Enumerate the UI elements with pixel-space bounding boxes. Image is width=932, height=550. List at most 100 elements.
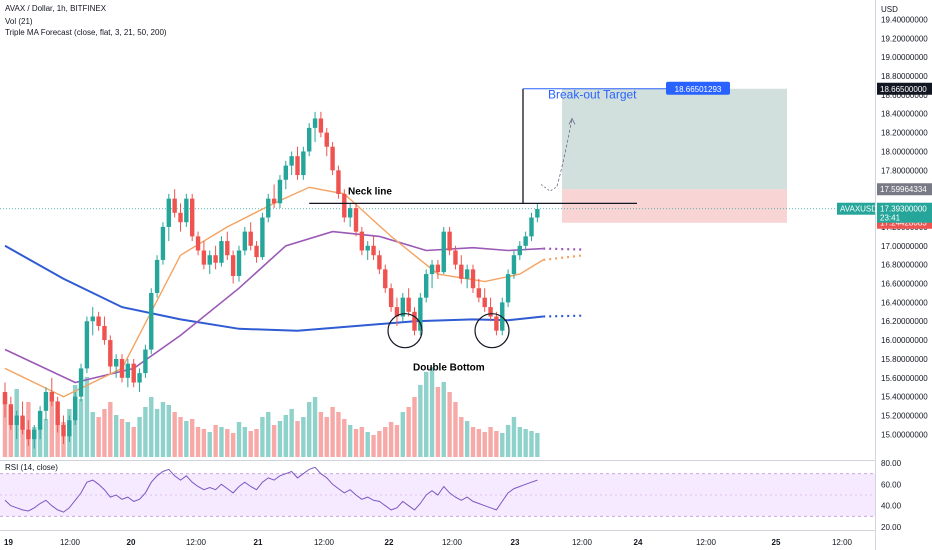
price-axis-tick: 16.00000000 [881,336,928,345]
price-tag-target-bg [877,82,932,95]
volume-bar [96,417,101,457]
candle-body [266,198,271,218]
volume-bar [347,425,353,457]
volume-bar [441,382,446,457]
volume-bar [20,417,25,457]
candle-body [336,170,341,194]
volume-bar [476,429,482,457]
volume-bar [388,422,394,457]
time-axis-tick: 12:00 [696,538,717,547]
price-axis-tick: 17.00000000 [881,242,928,251]
price-axis-tick: 15.00000000 [881,430,928,439]
neckline-label: Neck line [348,186,392,197]
volume-bar [108,402,113,457]
volume-bar [213,425,218,457]
volume-bar [301,417,306,457]
volume-bar [459,417,464,457]
candle-body [406,297,411,312]
volume-bar [383,427,388,457]
candle-body [248,231,253,246]
price-axis-currency: USD [881,5,898,14]
candle-body [388,288,394,308]
price-axis-tick: 15.80000000 [881,355,928,364]
time-axis-tick: 20 [127,538,136,547]
candle-body [14,415,19,425]
candle-body [301,151,306,176]
candle-body [90,316,95,322]
time-axis-tick: 19 [4,538,13,547]
pane-separator [0,460,875,461]
candle-body [283,165,288,180]
candle-body [61,424,66,437]
volume-bar [517,427,522,457]
volume-bar [447,392,452,457]
time-axis-tick: 23 [511,538,520,547]
price-axis-tick: 19.40000000 [881,15,928,24]
volume-bar [143,407,148,457]
ma-slow-forecast [543,314,585,318]
candle-body [178,212,183,223]
candle-body [236,250,242,276]
time-axis-tick: 22 [385,538,394,547]
candle-body [494,316,499,331]
volume-bar [359,427,365,457]
candle-body [453,250,458,265]
breakout-target-label: Break-out Target [548,88,637,102]
volume-bar [149,397,154,457]
volume-bar [312,397,318,457]
candle-body [277,179,283,204]
candle-body [108,340,113,367]
volume-bar [201,429,207,457]
volume-bar [119,419,125,457]
candle-body [131,363,136,383]
candle-body [394,307,400,317]
volume-indicator-label: Vol (21) [5,17,33,26]
volume-bar [160,402,166,457]
candle-body [307,127,312,152]
candle-body [482,297,487,308]
price-tag-stop: 17.24428083 [880,219,927,228]
volume-bar [353,429,359,457]
rsi-axis-tick: 60.00 [881,480,902,489]
candle-body [78,368,84,397]
candle-body [435,264,441,273]
time-axis-tick: 12:00 [832,538,853,547]
candle-body [312,118,318,128]
price-axis-tick: 18.00000000 [881,147,928,156]
symbol-tag: AVAXUSD [840,205,877,214]
candle-body [511,255,517,275]
candle-body [505,274,511,303]
candle-body [324,132,329,147]
candle-body [219,241,224,263]
time-axis-tick: 12:00 [60,538,81,547]
candle-body [295,156,300,176]
candle-body [517,245,522,256]
volume-bar [470,427,476,457]
price-axis-tick: 18.20000000 [881,129,928,138]
candle-body [37,410,43,430]
volume-bar [113,415,119,457]
price-tag-upper: 17.59964334 [880,185,927,194]
price-axis-tick: 16.40000000 [881,298,928,307]
stop-zone [562,189,787,223]
price-tag-upper-bg [877,183,932,196]
ma-mid-forecast [543,247,585,251]
candle-body [160,226,166,260]
candle-body [213,255,218,263]
volume-bar [184,421,189,457]
volume-bar [412,397,417,457]
candle-body [184,198,189,223]
volume-bar [277,421,283,457]
candle-body [172,198,177,213]
price-tag-target: 18.66500000 [880,85,927,94]
volume-bar [505,425,511,457]
time-axis-tick: 12:00 [314,538,335,547]
candle-body [476,288,482,298]
candle-body [470,269,476,289]
price-axis-tick: 16.20000000 [881,317,928,326]
candle-body [96,316,101,326]
candle-body [365,245,370,251]
volume-bar [295,421,300,457]
volume-bar [230,433,236,457]
